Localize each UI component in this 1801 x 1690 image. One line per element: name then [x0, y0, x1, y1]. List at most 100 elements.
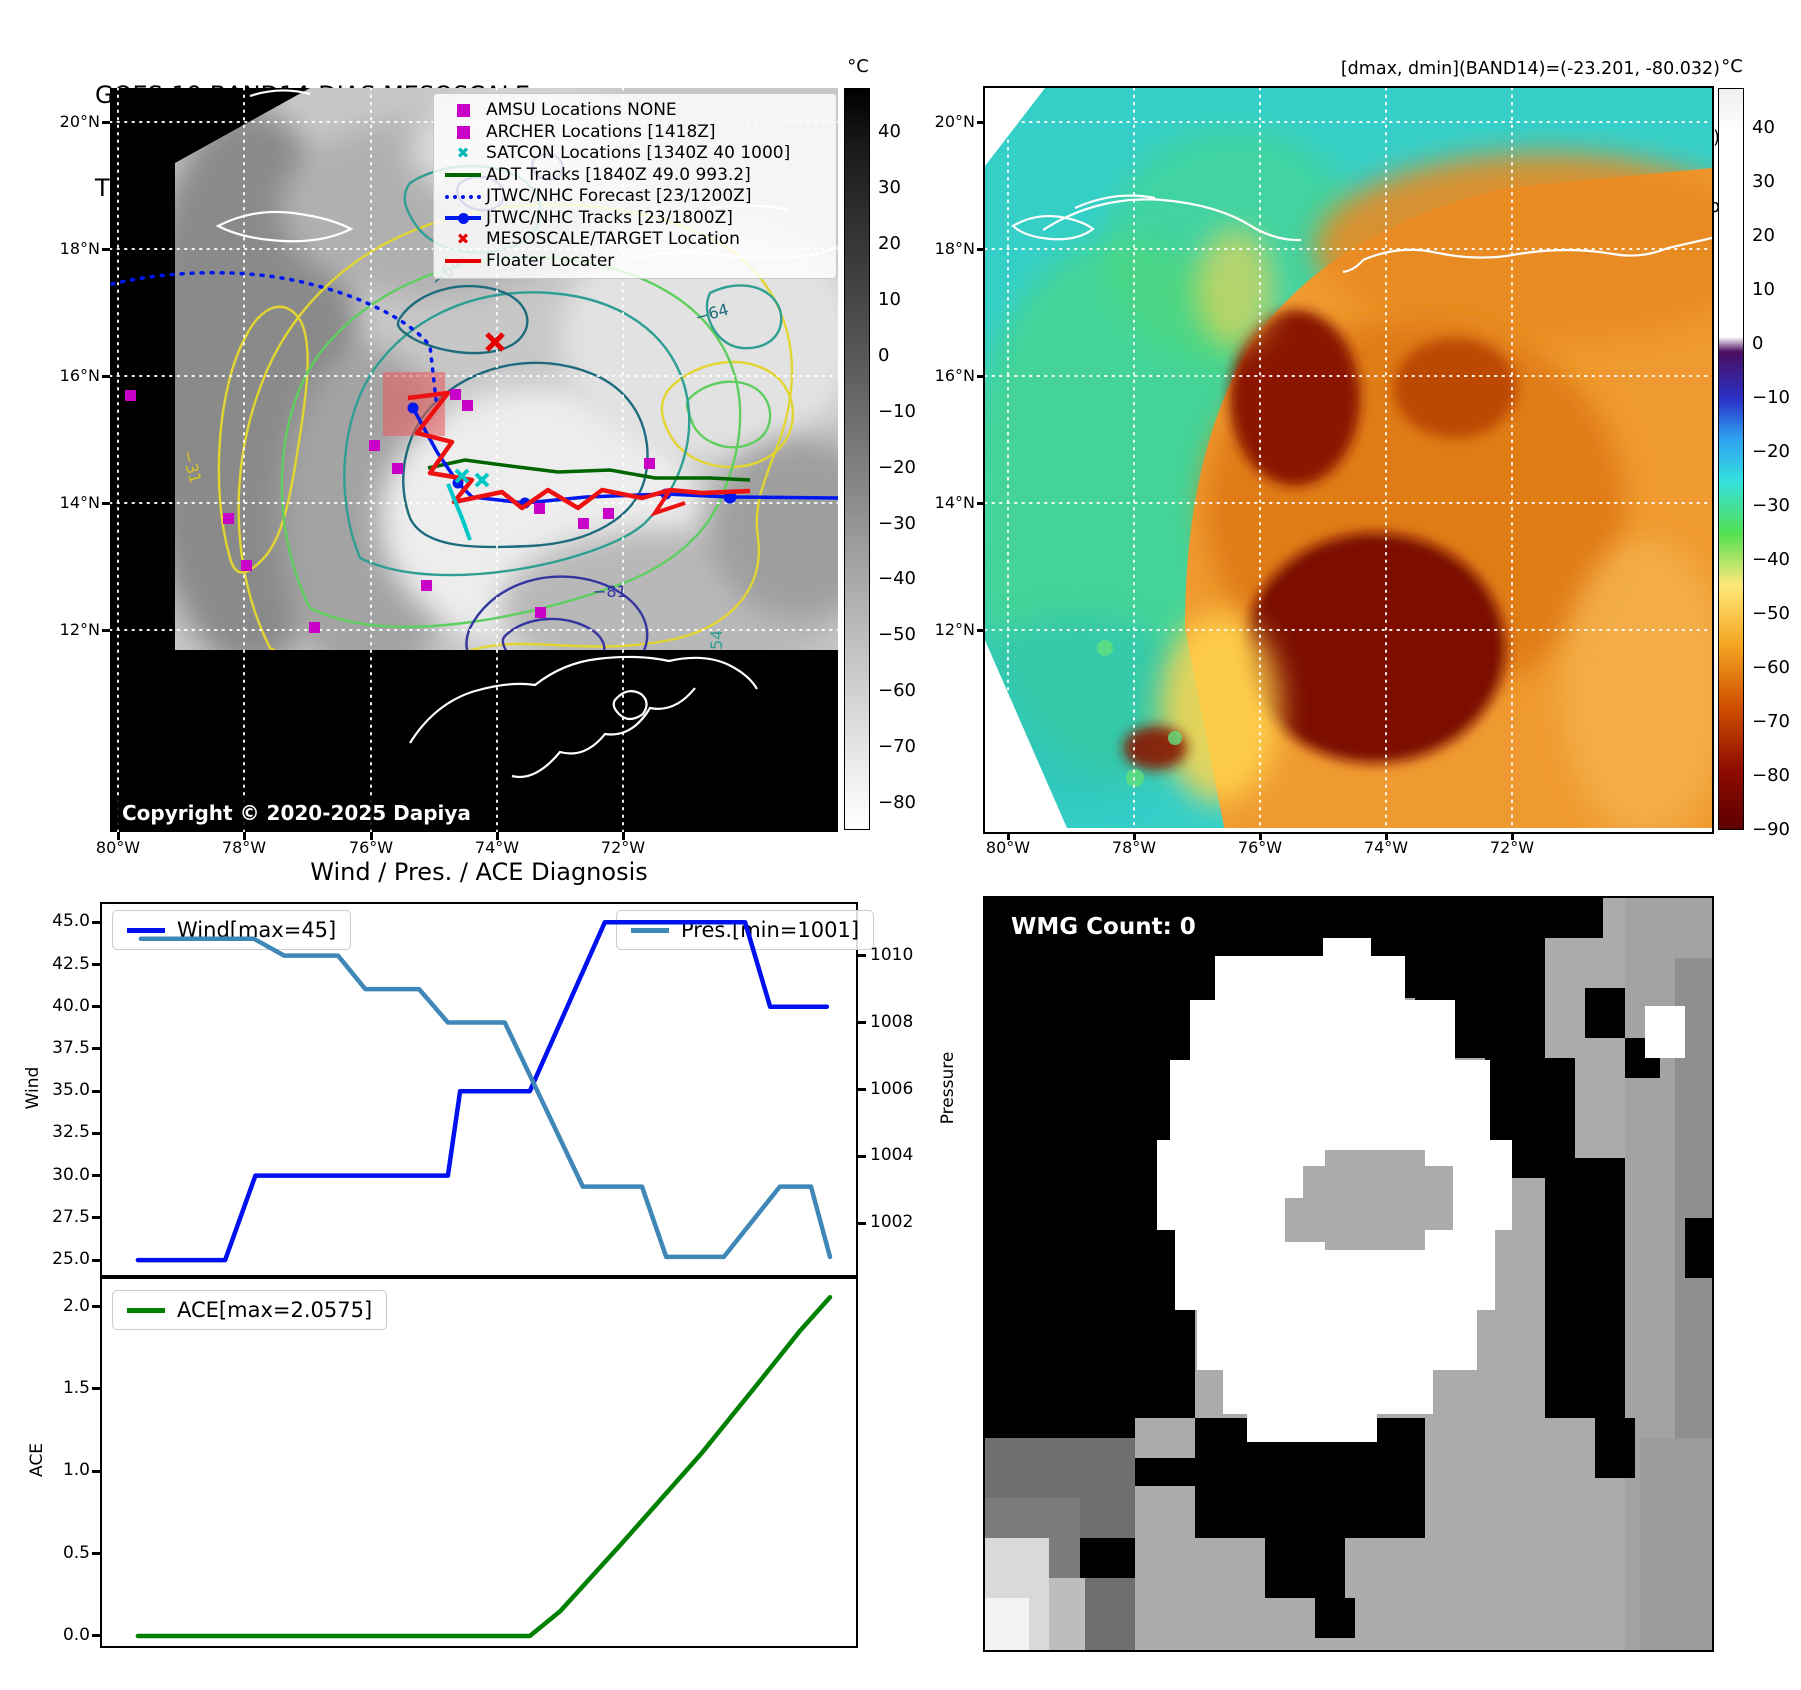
band14-map-panel: −64 −64 −81 −31 54 AMSU Locations NONE A… [110, 88, 838, 832]
lon-tick-mark [1007, 832, 1010, 840]
y2-tick-mark [858, 1088, 866, 1091]
awv-coastlines [1011, 194, 1712, 274]
lat-tick-label: 14°N [934, 493, 975, 512]
legend-label: JTWC/NHC Forecast [23/1200Z] [486, 186, 752, 206]
y2-tick-label: 1008 [870, 1011, 914, 1032]
colorbar-tick-label: 30 [878, 176, 901, 198]
diagnosis-title: Wind / Pres. / ACE Diagnosis [310, 858, 648, 886]
y-tick-mark [92, 1131, 100, 1135]
y-tick-label: 32.5 [52, 1122, 90, 1143]
y-tick-label: 35.0 [52, 1080, 90, 1101]
lat-tick-label: 16°N [59, 366, 100, 385]
floater-track [407, 390, 751, 511]
lat-tick-mark [102, 375, 110, 378]
lon-tick-label: 72°W [1489, 838, 1535, 857]
colorbar-tick-label: −20 [1752, 441, 1790, 462]
y2-tick-label: 1002 [870, 1212, 914, 1233]
lat-tick-mark [102, 121, 110, 124]
y-tick-label: 27.5 [52, 1206, 90, 1227]
mesoscale-target-marker [485, 332, 505, 352]
lat-tick-mark [977, 248, 985, 251]
y2-tick-mark [858, 1154, 866, 1158]
awv-colorbar [1718, 88, 1744, 830]
colorbar-tick-label: −10 [878, 400, 916, 422]
legend-item-floater: Floater Locater [440, 251, 826, 273]
wmg-panel: WMG Count: 0 [983, 896, 1714, 1652]
y-tick-label: 42.5 [52, 953, 90, 974]
series-pres. [138, 936, 833, 1260]
legend-item-archer: ARCHER Locations [1418Z] [440, 122, 826, 144]
lon-tick-label: 74°W [474, 838, 520, 857]
legend-label: Floater Locater [486, 250, 615, 271]
colorbar-tick-label: −90 [1752, 819, 1790, 840]
legend-label: AMSU Locations NONE [486, 100, 677, 120]
y2-tick-mark [858, 1221, 866, 1225]
lon-tick-mark [1385, 832, 1388, 840]
lon-tick-mark [1259, 832, 1262, 840]
lat-tick-mark [102, 629, 110, 632]
pres-legend: Pres.[min=1001] [616, 910, 875, 950]
lon-tick-label: 72°W [600, 838, 646, 857]
lat-tick-label: 18°N [59, 239, 100, 258]
y-tick-mark [92, 1047, 100, 1051]
x-marker-icon: ✖ [456, 230, 470, 249]
y-tick-mark [92, 1469, 100, 1473]
colorbar-tick-label: −40 [878, 568, 916, 590]
band14-colorbar-unit: °C [847, 56, 869, 77]
series-ace [135, 1294, 833, 1639]
colorbar-tick-label: −50 [1752, 603, 1790, 624]
dotted-line-icon [440, 194, 486, 199]
colorbar-tick-label: −30 [1752, 495, 1790, 516]
pres-line-swatch [631, 927, 669, 933]
y2-tick-label: 1010 [870, 944, 914, 965]
legend-label: MESOSCALE/TARGET Location [486, 229, 740, 249]
y-tick-mark [92, 963, 100, 966]
storm-tracks [110, 271, 838, 541]
y-tick-mark [92, 920, 100, 924]
y-tick-mark [92, 1258, 100, 1262]
colorbar-tick-label: 0 [878, 344, 890, 366]
colorbar-tick-label: −60 [1752, 657, 1790, 678]
contour-label: 54 [707, 630, 726, 650]
lat-tick-label: 14°N [59, 493, 100, 512]
lat-tick-mark [977, 502, 985, 505]
y-tick-mark [92, 1089, 100, 1093]
wind-legend: Wind[max=45] [112, 910, 352, 950]
y-tick-label: 37.5 [52, 1037, 90, 1058]
wind-line-swatch [127, 927, 165, 933]
y-tick-mark [92, 1552, 100, 1556]
legend-item-amsu: AMSU Locations NONE [440, 100, 826, 122]
square-marker-icon [440, 125, 486, 139]
lon-tick-mark [370, 832, 373, 840]
legend-item-target: ✖ MESOSCALE/TARGET Location [440, 229, 826, 251]
y2-tick-label: 1006 [870, 1078, 914, 1099]
lat-tick-mark [977, 375, 985, 378]
pressure-axis-label: Pressure [938, 1051, 958, 1125]
legend-label: ARCHER Locations [1418Z] [486, 121, 716, 142]
colorbar-tick-label: 40 [878, 121, 901, 142]
wmg-count-badge: WMG Count: 0 [999, 910, 1208, 944]
lat-tick-mark [977, 629, 985, 632]
band14-map-legend: AMSU Locations NONE ARCHER Locations [14… [433, 93, 837, 279]
colorbar-tick-label: 0 [1752, 333, 1764, 354]
ace-legend-label: ACE[max=2.0575] [177, 1298, 373, 1322]
chart-canvas-wind_pres [135, 920, 833, 1263]
lon-tick-mark [622, 832, 625, 840]
colorbar-tick-label: −20 [878, 456, 916, 478]
colorbar-tick-label: −70 [878, 736, 916, 758]
line-dot-icon [440, 212, 486, 224]
wmg-eye [1285, 1150, 1453, 1250]
y-tick-mark [92, 1005, 100, 1009]
lon-tick-label: 78°W [1111, 838, 1157, 857]
amsu-archer-markers [125, 389, 655, 633]
lat-tick-label: 12°N [59, 620, 100, 639]
y-tick-mark [92, 1174, 100, 1178]
bt-contours [217, 152, 795, 650]
colorbar-tick-label: −70 [1752, 711, 1790, 732]
ace-legend: ACE[max=2.0575] [112, 1290, 388, 1330]
awv-map-canvas [985, 88, 1712, 832]
adt-track [427, 458, 751, 482]
lat-tick-label: 18°N [934, 239, 975, 258]
lat-tick-label: 12°N [934, 620, 975, 639]
